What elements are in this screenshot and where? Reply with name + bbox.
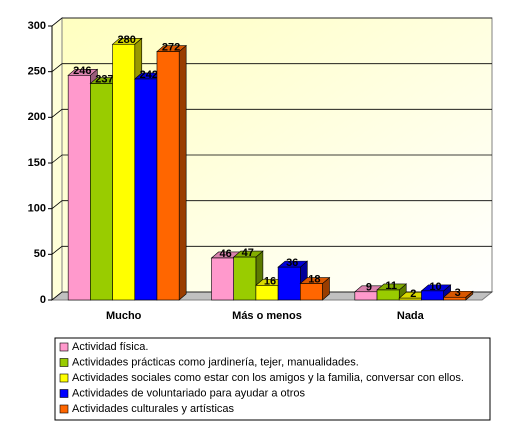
- value-label: 46: [219, 248, 231, 260]
- value-label: 272: [162, 41, 180, 53]
- legend-swatch: [59, 358, 69, 367]
- value-label: 242: [140, 69, 158, 81]
- legend-swatch: [59, 404, 69, 414]
- x-tick-label: Mucho: [106, 310, 142, 322]
- y-tick-label: 100: [28, 203, 46, 215]
- grid-line: [51, 200, 492, 209]
- value-label: 11: [385, 280, 397, 292]
- legend-label: Actividades culturales y artísticas: [72, 403, 235, 415]
- value-label: 47: [242, 247, 254, 259]
- bar-side: [178, 44, 187, 301]
- y-tick-label: 0: [40, 294, 46, 306]
- legend-swatch: [59, 389, 69, 398]
- bar: [443, 296, 467, 301]
- legend-label: Actividades de voluntariado para ayudar …: [72, 387, 305, 399]
- grid-line: [51, 291, 492, 301]
- y-tick-label: 50: [34, 248, 46, 260]
- bar: [134, 78, 158, 301]
- bar: [211, 257, 235, 301]
- bar: [90, 83, 113, 301]
- bar: [376, 289, 400, 301]
- bar: [299, 283, 323, 301]
- value-label: 246: [73, 65, 91, 77]
- bar: [277, 266, 301, 301]
- grid-line: [51, 63, 492, 72]
- x-tick-label: Más o menos: [232, 310, 302, 322]
- y-tick-label: 250: [28, 66, 46, 78]
- grid-line: [51, 154, 492, 164]
- x-tick-label: Nada: [397, 310, 425, 322]
- y-tick-label: 300: [28, 20, 46, 32]
- legend: [54, 337, 491, 421]
- value-label: 2: [410, 288, 416, 300]
- value-label: 36: [286, 257, 298, 269]
- value-label: 18: [308, 273, 320, 285]
- legend-swatch: [59, 342, 69, 352]
- grid-line: [51, 245, 492, 255]
- value-label: 237: [95, 73, 113, 85]
- bar: [156, 51, 180, 301]
- y-tick-label: 150: [28, 157, 46, 169]
- value-label: 16: [264, 275, 276, 287]
- value-label: 9: [366, 282, 372, 294]
- value-label: 3: [455, 287, 461, 299]
- bar: [233, 256, 257, 301]
- grid-line: [51, 17, 492, 27]
- bar: [112, 43, 136, 301]
- legend-label: Actividades prácticas como jardinería, t…: [72, 356, 359, 368]
- bar: [67, 75, 91, 301]
- y-tick-label: 200: [28, 111, 46, 123]
- bar: [421, 290, 444, 301]
- value-label: 280: [117, 34, 135, 46]
- grid-line: [51, 108, 492, 118]
- legend-swatch: [59, 373, 69, 383]
- bar: [255, 285, 279, 301]
- legend-label: Actividades sociales como estar con los …: [72, 372, 464, 384]
- value-label: 10: [429, 281, 441, 293]
- legend-label: Actividad física.: [72, 341, 148, 353]
